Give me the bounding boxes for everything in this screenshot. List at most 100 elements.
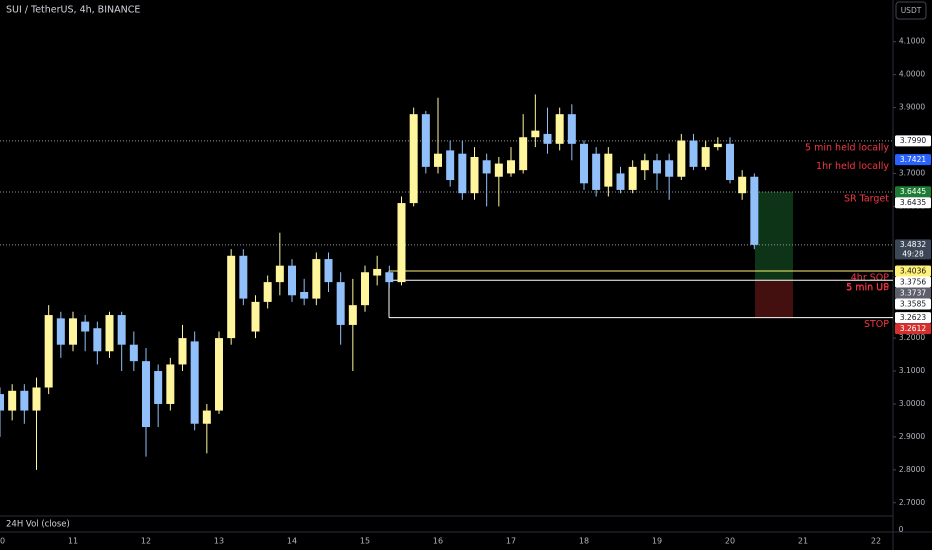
price-badge-label: 3.6435 [900,198,926,207]
candle-body [434,153,442,167]
price-badge-label: 3.7421 [900,155,926,164]
x-tick-label: 22 [871,537,881,546]
y-tick-label: 2.8000 [899,465,925,474]
candle-body [713,143,722,148]
candle-body [726,143,734,181]
candle-body [348,305,357,325]
price-badge-label: 3.2612 [900,324,926,333]
y-tick-label: 3.7000 [899,168,925,177]
price-badge [895,265,931,277]
currency-button[interactable] [895,1,927,20]
candle-body [592,153,601,190]
candle-body [154,371,163,404]
price-badge-label: 3.6445 [900,187,926,196]
candle-body [117,315,126,345]
x-tick-label: 11 [68,537,78,546]
level-note: SR Target [844,194,889,205]
candle-body [251,301,260,332]
candle-body [701,147,710,167]
candle-body [263,282,272,302]
candle-body [300,292,309,299]
price-badge [895,323,931,335]
candle-body [239,255,248,299]
candle-body [142,361,150,428]
y-tick-label: 3.2000 [899,333,925,342]
countdown: 49:28 [902,249,924,258]
x-tick-label: 15 [360,537,370,546]
candle-body [288,265,296,296]
candle-body [385,272,394,283]
candle-body [20,390,29,411]
level-note: 4hr SOP [851,273,889,284]
candle-body [543,133,552,144]
price-badge-label: 3.4832 [900,240,926,249]
price-badge-label: 3.4036 [900,266,926,275]
candle-body [44,315,53,388]
candle-body [640,160,649,171]
candle-body [81,321,90,332]
candle-body [750,176,759,245]
candle-body [324,259,333,283]
candle-body [470,156,479,194]
price-badge-label: 3.2623 [900,313,926,322]
price-badge [895,287,931,299]
candle-body [32,387,41,411]
candle-body [580,143,588,184]
candle-body [93,328,102,352]
volume-label: 24H Vol (close) [6,520,70,530]
price-badge-label: 3.7990 [900,136,926,145]
x-tick-label: 14 [287,537,297,546]
candle-body [361,272,369,306]
position-profit [755,191,793,281]
candle-body [336,282,345,325]
candle-body [421,114,430,167]
candle-body [69,318,77,345]
candle-body [0,394,4,411]
price-badge-label: 3.3756 [900,277,926,286]
candle-body [458,153,467,194]
level-note: STOP [864,319,889,330]
candle-body [373,268,382,276]
candle-body [409,114,418,204]
position-note: 5 min UP [846,282,889,293]
level-note: 1hr held locally [816,161,889,172]
candle-body [738,176,747,194]
currency-label[interactable]: USDT [901,6,922,15]
candle-body [689,140,698,167]
candle-body [446,150,455,181]
price-badge [895,135,931,147]
candle-body [178,338,187,365]
chart-title: SUI / TetherUS, 4h, BINANCE [6,5,140,16]
candle-body [519,137,528,171]
candle-body [567,114,576,144]
candle-body [604,153,613,187]
candle-body [616,173,625,190]
x-tick-label: 10 [0,537,5,546]
candle-body [397,203,406,283]
candle-body [628,166,637,190]
candle-body [275,265,284,283]
price-badge [895,197,931,209]
x-tick-label: 17 [506,537,516,546]
candle-body [166,364,175,404]
y-tick-label: 4.0000 [899,70,925,79]
candle-body [202,410,211,424]
candle-body [105,315,114,352]
x-tick-label: 21 [798,537,808,546]
price-badge [895,312,931,324]
price-badge-label: 3.3737 [900,288,926,297]
price-badge [895,239,931,260]
candle-body [8,390,17,411]
y-tick-label: 3.1000 [899,366,925,375]
price-badge [895,154,931,166]
candle-body [227,255,236,339]
candle-body [555,114,564,144]
candle-body [56,318,65,345]
x-tick-label: 18 [579,537,589,546]
y-tick-label: 4.1000 [899,37,925,46]
volume-tick-label: 0 [899,525,904,534]
candle-body [653,160,661,174]
x-tick-label: 12 [141,537,151,546]
candle-body [312,259,321,299]
